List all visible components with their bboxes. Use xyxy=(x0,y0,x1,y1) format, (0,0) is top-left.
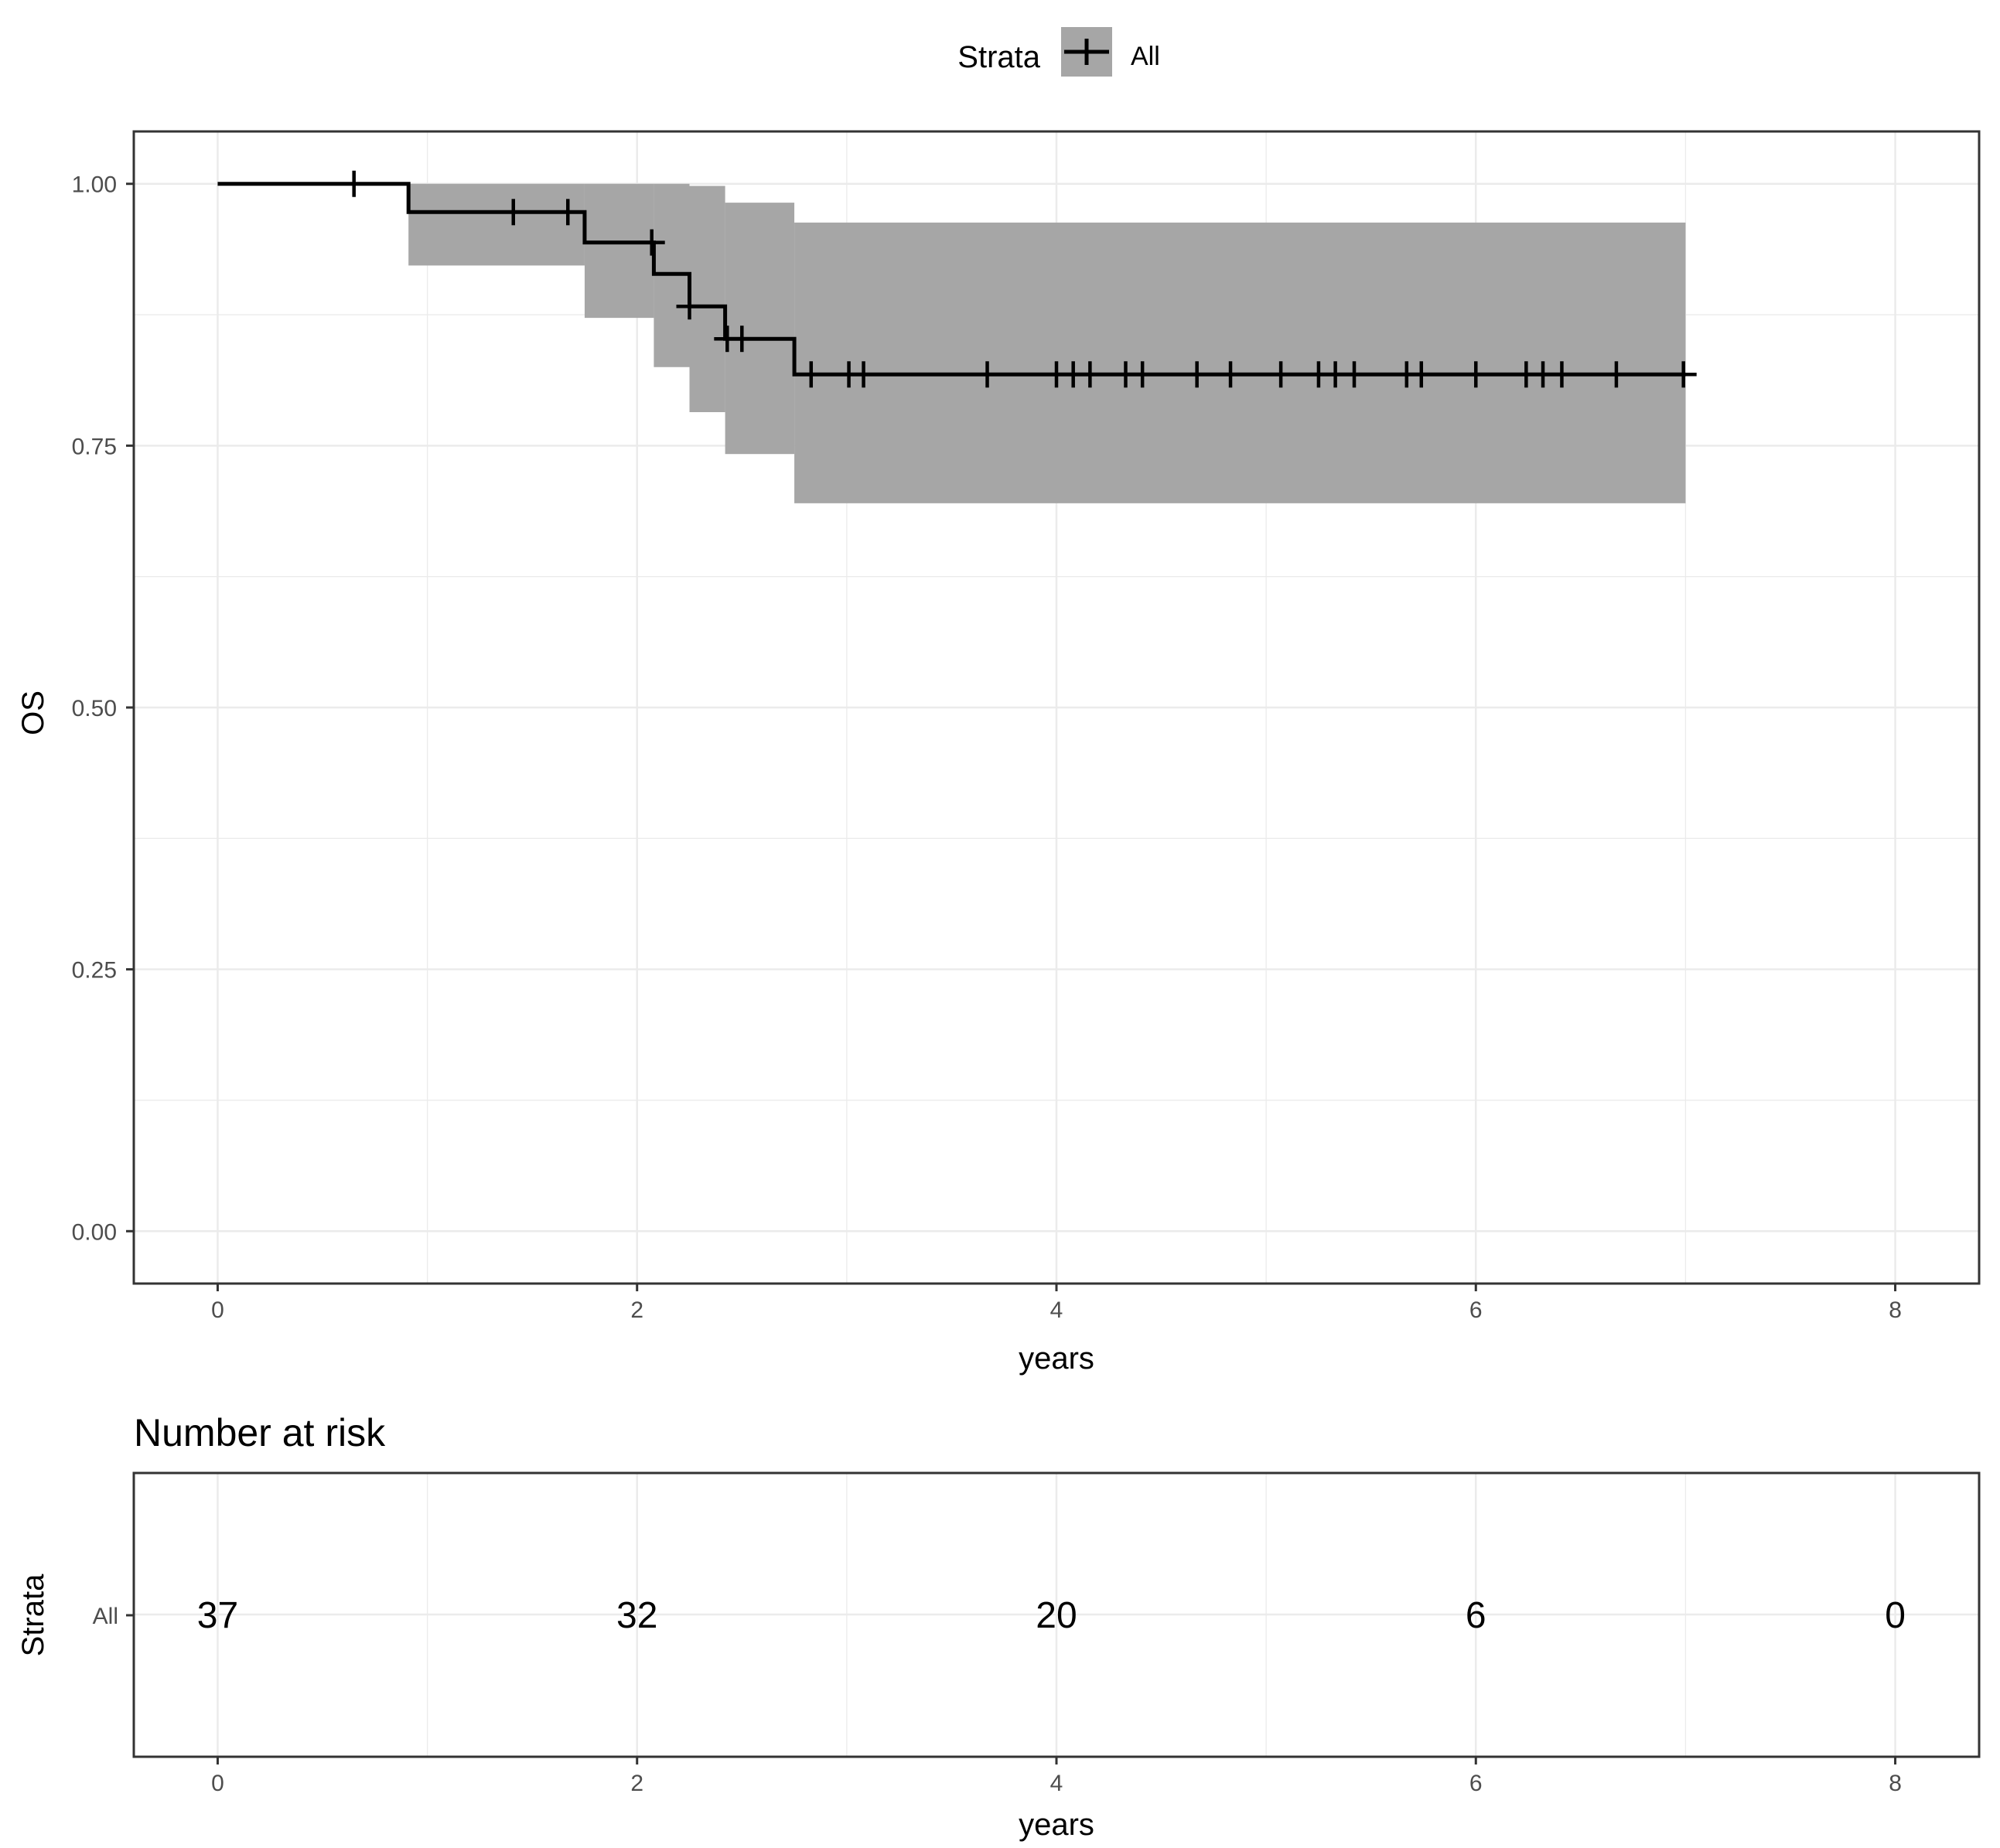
censor-mark xyxy=(1548,361,1575,388)
y-tick-label: 0.00 xyxy=(72,1219,117,1245)
x-axis-ticks: 0 2 4 6 8 xyxy=(211,1284,1902,1323)
censor-mark xyxy=(500,199,527,226)
censor-marks xyxy=(340,170,1697,388)
censor-mark xyxy=(1129,361,1156,388)
risk-x-tick-label: 4 xyxy=(1050,1771,1063,1796)
x-tick-label: 4 xyxy=(1050,1297,1063,1323)
risk-y-axis-title: Strata xyxy=(16,1574,50,1656)
y-axis-ticks: 0.00 0.25 0.50 0.75 1.00 xyxy=(72,172,134,1245)
censor-mark xyxy=(1077,361,1104,388)
censor-mark xyxy=(1183,361,1210,388)
risk-table-title: Number at risk xyxy=(134,1411,386,1454)
risk-gridlines xyxy=(134,1473,1979,1757)
risk-value: 37 xyxy=(197,1595,238,1636)
censor-mark xyxy=(797,361,824,388)
risk-x-tick-label: 0 xyxy=(211,1771,224,1796)
confidence-band xyxy=(408,183,1686,503)
censor-mark xyxy=(1602,361,1630,388)
y-tick-label: 1.00 xyxy=(72,172,117,198)
x-tick-label: 2 xyxy=(630,1297,643,1323)
km-step-line xyxy=(217,182,1686,377)
ci-band-segment xyxy=(725,203,795,455)
censor-mark xyxy=(1670,361,1697,388)
survival-plot: 0 2 4 6 8 0.00 0.25 0.50 0.75 1.00 years OS xyxy=(16,130,1981,1376)
censor-mark xyxy=(1217,361,1244,388)
censor-mark xyxy=(676,293,703,320)
survival-curve xyxy=(217,182,1686,377)
risk-value: 0 xyxy=(1885,1595,1906,1636)
ci-band-segment xyxy=(408,183,585,266)
x-tick-label: 0 xyxy=(211,1297,224,1323)
risk-x-tick-label: 6 xyxy=(1469,1771,1483,1796)
censor-mark xyxy=(340,170,367,197)
censor-mark xyxy=(1341,361,1368,388)
x-tick-label: 6 xyxy=(1469,1297,1483,1323)
legend-entry-all: All xyxy=(1131,42,1160,71)
censor-mark xyxy=(1268,361,1295,388)
legend-title: Strata xyxy=(957,40,1040,74)
risk-x-tick-label: 2 xyxy=(630,1771,643,1796)
y-tick-label: 0.75 xyxy=(72,434,117,459)
censor-mark xyxy=(850,361,877,388)
y-axis-title: OS xyxy=(16,690,50,735)
risk-value: 20 xyxy=(1036,1595,1077,1636)
risk-value: 32 xyxy=(616,1595,657,1636)
ci-band-segment xyxy=(689,186,725,413)
censor-mark xyxy=(1408,361,1435,388)
risk-values: 37 32 20 6 0 xyxy=(197,1595,1906,1636)
risk-x-tick-label: 8 xyxy=(1889,1771,1902,1796)
ci-band-segment xyxy=(794,222,1686,503)
risk-x-axis-title: years xyxy=(1019,1808,1094,1842)
risk-value: 6 xyxy=(1466,1595,1486,1636)
risk-row-label: All xyxy=(93,1604,118,1629)
ci-band-segment xyxy=(584,183,654,319)
y-tick-label: 0.25 xyxy=(72,958,117,984)
legend: Strata All xyxy=(957,27,1160,77)
x-tick-label: 8 xyxy=(1889,1297,1902,1323)
censor-mark xyxy=(555,199,582,226)
x-axis-title: years xyxy=(1019,1342,1094,1376)
risk-x-axis-ticks: 0 2 4 6 8 xyxy=(211,1757,1902,1796)
censor-mark xyxy=(638,229,665,256)
censor-mark xyxy=(974,361,1001,388)
censor-mark xyxy=(1462,361,1490,388)
y-tick-label: 0.50 xyxy=(72,696,117,721)
censor-mark xyxy=(729,326,756,353)
